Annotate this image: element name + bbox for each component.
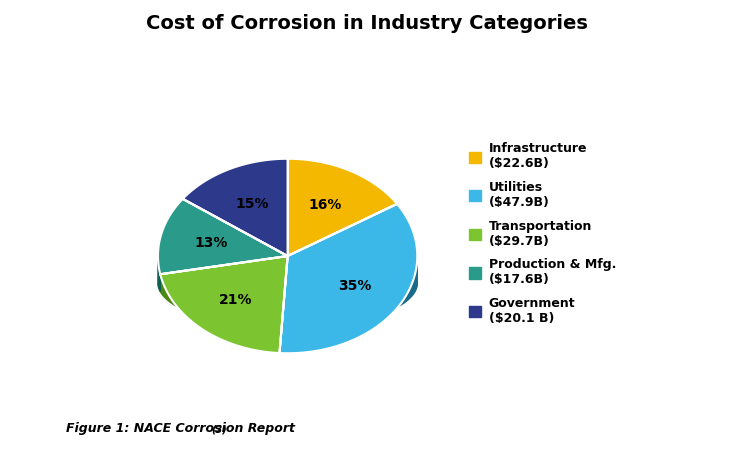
Polygon shape [280,256,418,328]
Polygon shape [183,159,288,256]
Polygon shape [158,199,288,274]
Polygon shape [158,283,418,328]
Text: Figure 1: NACE Corrosion Report: Figure 1: NACE Corrosion Report [66,422,299,435]
Text: 35%: 35% [338,279,371,293]
Text: 21%: 21% [219,293,252,307]
Text: 13%: 13% [195,236,228,250]
Polygon shape [288,159,397,256]
Polygon shape [158,256,160,291]
Text: (3): (3) [211,424,227,434]
Polygon shape [160,265,280,328]
Text: Cost of Corrosion in Industry Categories: Cost of Corrosion in Industry Categories [146,14,588,33]
Polygon shape [280,204,418,353]
Legend: Infrastructure
($22.6B), Utilities
($47.9B), Transportation
($29.7B), Production: Infrastructure ($22.6B), Utilities ($47.… [464,137,621,330]
Text: 15%: 15% [236,197,269,211]
Polygon shape [160,256,288,353]
Text: 16%: 16% [308,198,342,212]
